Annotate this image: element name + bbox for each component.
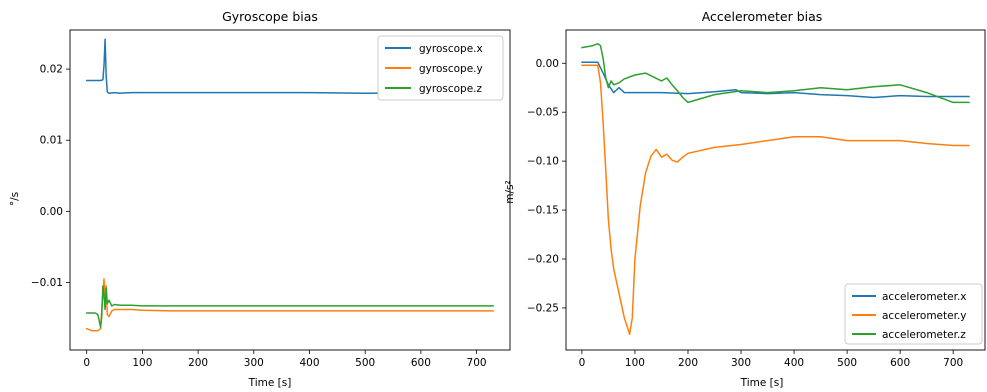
- plot-area: 0 100 200 300 400 500 600 700 −0.25 −0.20 −0.15 −0.…: [527, 42, 970, 369]
- legend-label-accelerometer-y: accelerometer.y: [882, 310, 967, 322]
- accelerometer-bias-panel: Accelerometer bias m/s² Time [s] 0 100 200…: [504, 9, 986, 389]
- x-tick-label: 600: [890, 357, 910, 369]
- y-tick-label: −0.20: [527, 253, 559, 265]
- chart-title: Accelerometer bias: [702, 9, 823, 24]
- series-line-gyroscope-x: [85, 38, 495, 95]
- y-tick-label: −0.25: [527, 302, 559, 314]
- x-axis-label: Time [s]: [248, 377, 292, 389]
- y-tick-label: −0.10: [527, 156, 559, 168]
- x-tick-label: 700: [943, 357, 963, 369]
- plot-area: 0 100 200 300 400 500 600 700 −0.01 0.00 0.01 0.02: [31, 38, 495, 369]
- x-tick-label: 0: [579, 357, 586, 369]
- chart-title: Gyroscope bias: [222, 9, 318, 24]
- legend-box: [377, 35, 504, 101]
- x-tick-label: 300: [244, 357, 264, 369]
- y-tick-label: 0.01: [40, 135, 63, 147]
- y-tick-label: −0.05: [527, 107, 559, 119]
- legend-label-gyroscope-y: gyroscope.y: [419, 63, 483, 75]
- x-tick-label: 400: [784, 357, 804, 369]
- series-line-accelerometer-z: [581, 42, 970, 104]
- y-axis-label: m/s²: [504, 180, 516, 203]
- legend-label-accelerometer-z: accelerometer.z: [882, 329, 966, 341]
- gyroscope-bias-panel: Gyroscope bias °/s Time [s] 0 100 200 300 40…: [9, 9, 511, 389]
- x-axis-label: Time [s]: [740, 377, 784, 389]
- legend-label-gyroscope-x: gyroscope.x: [419, 43, 483, 55]
- series-line-accelerometer-y: [581, 64, 970, 336]
- legend-box: [844, 283, 983, 345]
- x-tick-label: 100: [625, 357, 645, 369]
- x-tick-label: 200: [188, 357, 208, 369]
- y-tick-label: −0.15: [527, 205, 559, 217]
- x-tick-label: 400: [299, 357, 319, 369]
- legend-label-gyroscope-z: gyroscope.z: [419, 83, 483, 95]
- y-tick-label: 0.00: [40, 206, 63, 218]
- x-tick-label: 200: [678, 357, 698, 369]
- legend: accelerometer.x accelerometer.y accelero…: [844, 283, 983, 345]
- legend-label-accelerometer-x: accelerometer.x: [882, 291, 967, 303]
- x-tick-label: 100: [132, 357, 152, 369]
- x-tick-label: 0: [83, 357, 90, 369]
- x-tick-label: 500: [837, 357, 857, 369]
- plot-frame: [69, 29, 511, 351]
- x-tick-label: 600: [411, 357, 431, 369]
- y-axis-label: °/s: [9, 192, 21, 206]
- x-tick-label: 500: [355, 357, 375, 369]
- y-tick-label: 0.00: [536, 58, 559, 70]
- y-tick-label: 0.02: [40, 64, 63, 76]
- plot-frame: [565, 29, 986, 351]
- legend: gyroscope.x gyroscope.y gyroscope.z: [377, 35, 504, 101]
- x-tick-label: 300: [731, 357, 751, 369]
- series-line-gyroscope-z: [85, 285, 495, 328]
- y-tick-label: −0.01: [31, 277, 63, 289]
- series-line-accelerometer-x: [581, 61, 970, 99]
- x-tick-label: 700: [467, 357, 487, 369]
